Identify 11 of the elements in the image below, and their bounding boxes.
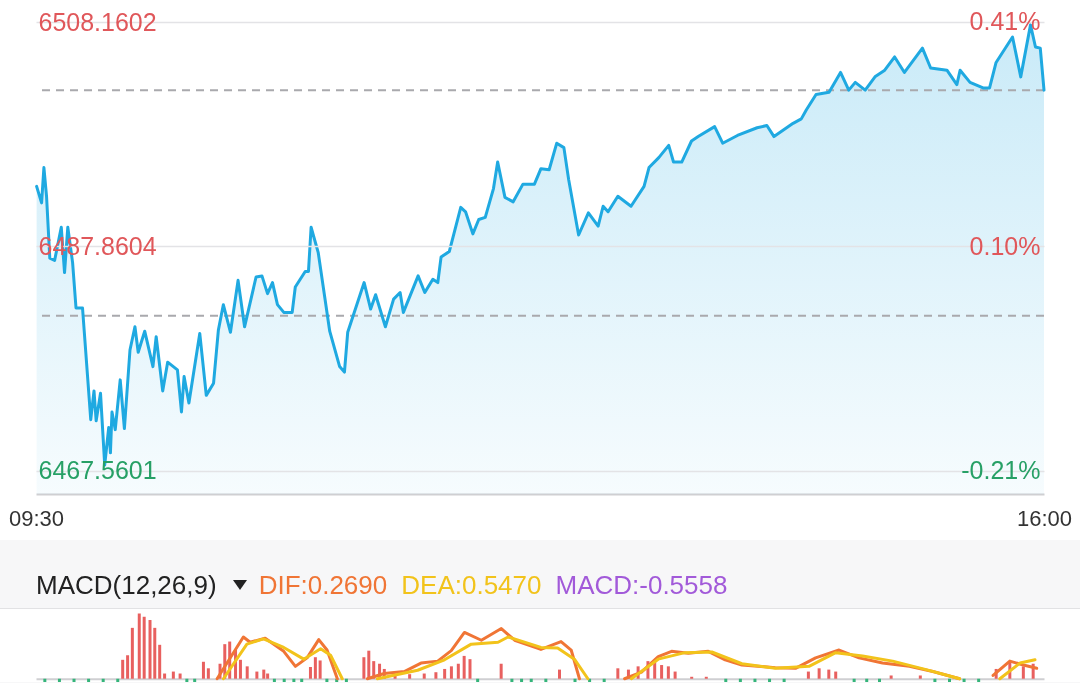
y2-tick-label: 0.10% (969, 231, 1041, 260)
y2-tick-label: 0.41% (969, 7, 1041, 36)
chart-title: MACD(12,26,9) (36, 569, 217, 601)
x-tick-label: 09:30 (8, 505, 65, 531)
y-tick-label: 6467.5601 (38, 456, 157, 485)
series-label: DIF:0.2690 (258, 569, 388, 601)
x-tick-label: 16:00 (1016, 505, 1073, 531)
text: MACD:-0.5558 (555, 569, 728, 601)
y2-tick-label: -0.21% (961, 456, 1041, 485)
y-tick-label: 6508.1602 (38, 7, 157, 36)
series-label: DEA:0.5470 (401, 569, 542, 601)
